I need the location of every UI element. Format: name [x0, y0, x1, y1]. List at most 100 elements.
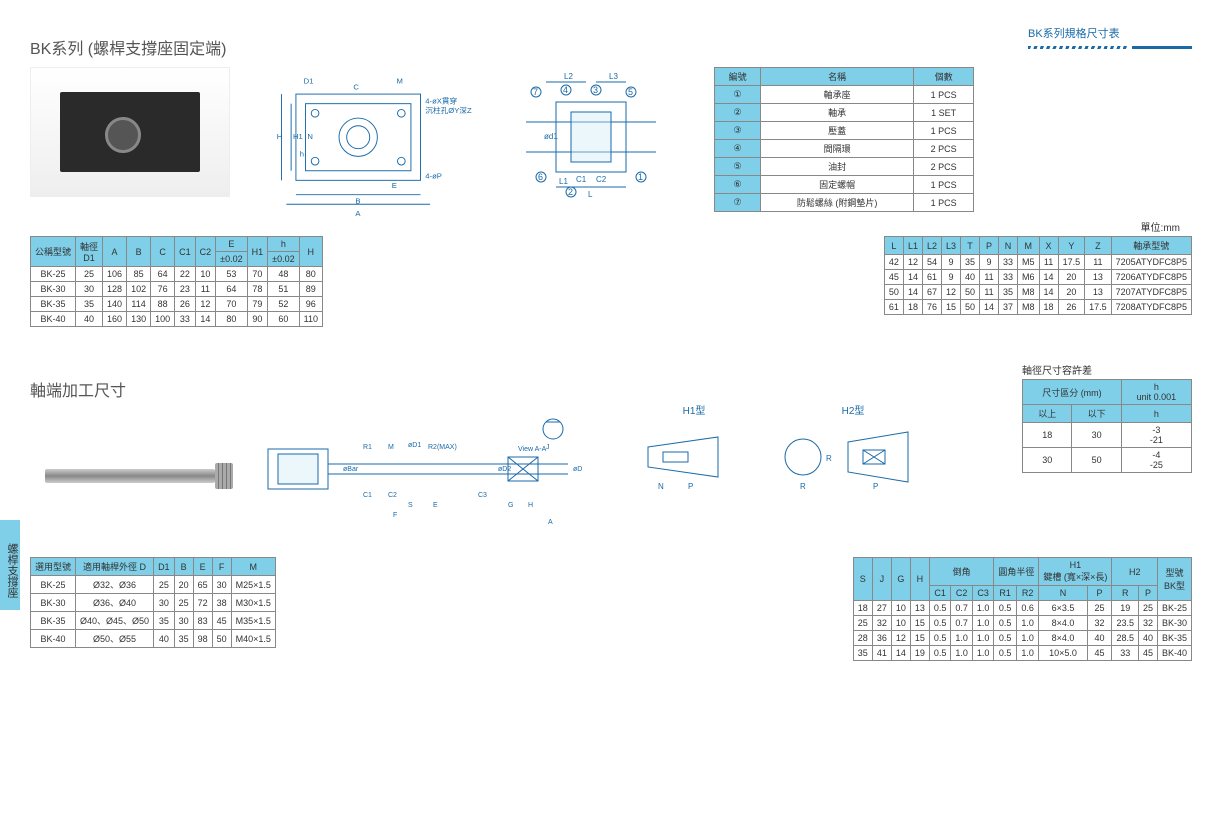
cell: L: [884, 237, 903, 255]
cell: 適用軸桿外徑 D: [76, 558, 154, 576]
cell: 40: [76, 312, 103, 327]
tol-title: 軸徑尺寸容許差: [1022, 362, 1192, 377]
svg-text:M: M: [397, 77, 403, 86]
svg-text:H1: H1: [293, 132, 303, 141]
cell: 12: [941, 285, 960, 300]
header-solid: [1132, 46, 1192, 49]
cell: 90: [247, 312, 268, 327]
parts-table: 編號名稱個數①軸承座1 PCS②軸承1 SET③壓蓋1 PCS④間隔環2 PCS…: [714, 67, 974, 212]
cell: 33: [1112, 646, 1139, 661]
cell: 78: [247, 282, 268, 297]
cell: 選用型號: [31, 558, 76, 576]
cell: R: [1112, 586, 1139, 601]
cell: 編號: [715, 68, 761, 86]
cell: 0.5: [994, 646, 1017, 661]
cell: 72: [193, 594, 212, 612]
cell: 51: [268, 282, 299, 297]
svg-text:R1: R1: [363, 444, 372, 451]
cell: 83: [193, 612, 212, 630]
cell: 114: [127, 297, 151, 312]
shaft-photo: [30, 426, 230, 526]
svg-text:L1: L1: [559, 177, 568, 186]
cell: 35: [174, 630, 193, 648]
cell: BK-25: [31, 576, 76, 594]
tolerance-table: 尺寸區分 (mm)hunit 0.001以上以下h1830-3-213050-4…: [1022, 379, 1192, 473]
cell: 20: [174, 576, 193, 594]
bearing-block-graphic: [60, 92, 200, 172]
svg-text:P: P: [873, 482, 878, 491]
cell: 32: [872, 616, 891, 631]
cell: 50: [1072, 448, 1121, 473]
cell: 41: [872, 646, 891, 661]
cell: 128: [103, 282, 127, 297]
cell: B: [127, 237, 151, 267]
cell: 76: [922, 300, 941, 315]
svg-text:C2: C2: [596, 175, 607, 184]
cell: 17.5: [1085, 300, 1112, 315]
cell: 79: [247, 297, 268, 312]
cell: M8: [1018, 300, 1040, 315]
cell: 14: [980, 300, 999, 315]
cell: R1: [994, 586, 1017, 601]
cell: X: [1039, 237, 1058, 255]
cell: 8×4.0: [1039, 631, 1087, 646]
cell: 0.7: [951, 601, 973, 616]
cell: 110: [299, 312, 322, 327]
cell: 25: [1087, 601, 1112, 616]
cell: M: [231, 558, 275, 576]
cell: 倒角: [929, 558, 994, 586]
cell: 20: [1058, 285, 1085, 300]
cell: 45: [1087, 646, 1112, 661]
cell: 130: [127, 312, 151, 327]
cell: 80: [299, 267, 322, 282]
cell: 65: [193, 576, 212, 594]
cell: 14: [1039, 270, 1058, 285]
cell: H1鍵槽 (寬×深×長): [1039, 558, 1112, 586]
svg-text:4-øP: 4-øP: [425, 171, 442, 180]
cell: 15: [941, 300, 960, 315]
cell: 尺寸區分 (mm): [1023, 380, 1122, 405]
svg-text:N: N: [307, 132, 313, 141]
cell: 25: [853, 616, 872, 631]
cell: 50: [212, 630, 231, 648]
cell: 18: [903, 300, 922, 315]
cell: 1 PCS: [914, 86, 974, 104]
cell: Ø40、Ø45、Ø50: [76, 612, 154, 630]
cell: 45: [884, 270, 903, 285]
h1-drawing: N P: [628, 417, 758, 497]
svg-text:h: h: [300, 149, 304, 158]
cell: N: [999, 237, 1018, 255]
cell: 23: [175, 282, 196, 297]
svg-text:C: C: [353, 82, 359, 91]
svg-text:øD: øD: [573, 466, 582, 473]
cell: 固定螺帽: [761, 176, 914, 194]
cell: H: [299, 237, 322, 267]
cell: 30: [174, 612, 193, 630]
svg-text:øD2: øD2: [498, 466, 511, 473]
svg-text:L: L: [588, 190, 593, 199]
svg-text:A: A: [355, 209, 361, 218]
svg-text:C1: C1: [576, 175, 587, 184]
cell: 25: [1138, 601, 1157, 616]
cell: 14: [195, 312, 216, 327]
cell: 67: [922, 285, 941, 300]
h2-label: H2型: [778, 402, 928, 417]
svg-text:øD1: øD1: [408, 442, 421, 449]
cell: J: [872, 558, 891, 601]
cell: 102: [127, 282, 151, 297]
cell: M25×1.5: [231, 576, 275, 594]
cell: 35: [960, 255, 979, 270]
cell: ①: [715, 86, 761, 104]
cell: 9: [941, 255, 960, 270]
cell: 0.5: [929, 646, 951, 661]
cell: 2 PCS: [914, 140, 974, 158]
svg-text:J: J: [546, 444, 550, 451]
cell: 0.7: [951, 616, 973, 631]
section-drawing: L L1 L2 L3 C1 C2 ød1 7 4 3 5 6 2 1: [496, 67, 696, 217]
cell: 33: [999, 255, 1018, 270]
cell: 13: [1085, 270, 1112, 285]
svg-text:S: S: [408, 502, 413, 509]
cell: 30: [1023, 448, 1072, 473]
cell: 7205ATYDFC8P5: [1111, 255, 1191, 270]
svg-text:R: R: [800, 482, 806, 491]
